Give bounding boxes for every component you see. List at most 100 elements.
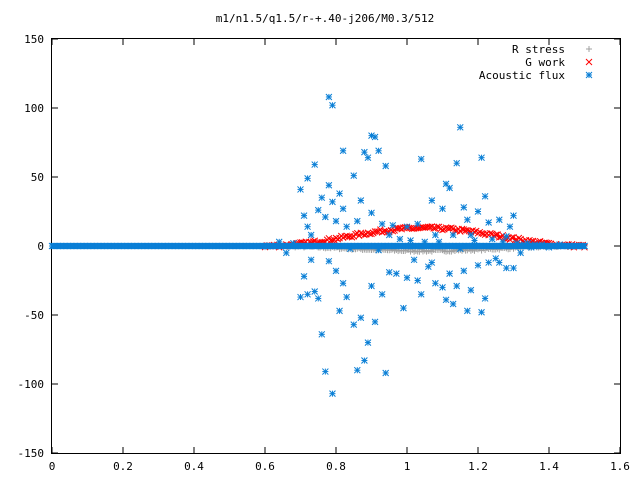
series-acoustic-flux bbox=[48, 93, 588, 398]
data-point bbox=[414, 220, 422, 228]
data-point bbox=[403, 223, 411, 231]
data-point bbox=[448, 224, 455, 232]
legend-marker bbox=[585, 71, 593, 79]
data-point bbox=[375, 246, 382, 254]
data-point bbox=[421, 238, 429, 246]
data-point bbox=[311, 288, 319, 295]
data-point bbox=[336, 307, 343, 315]
data-point bbox=[329, 390, 336, 398]
data-point bbox=[517, 249, 524, 257]
data-point bbox=[350, 172, 358, 179]
data-point bbox=[325, 181, 333, 189]
data-point bbox=[467, 231, 475, 239]
data-point bbox=[581, 242, 588, 250]
data-point bbox=[400, 304, 407, 312]
data-point bbox=[478, 154, 485, 162]
data-point bbox=[361, 357, 368, 364]
legend-marker bbox=[585, 58, 593, 66]
data-point bbox=[300, 212, 308, 219]
data-point bbox=[325, 93, 333, 101]
data-point bbox=[339, 279, 347, 287]
x-tick-label: 1 bbox=[404, 460, 411, 473]
data-point bbox=[396, 235, 404, 243]
data-point bbox=[545, 244, 553, 251]
data-point bbox=[403, 274, 411, 282]
data-point bbox=[378, 220, 386, 228]
data-point bbox=[343, 223, 351, 231]
data-point bbox=[361, 148, 368, 156]
data-point bbox=[538, 241, 546, 248]
data-point bbox=[368, 230, 375, 238]
data-point bbox=[478, 229, 485, 237]
data-point bbox=[495, 259, 503, 266]
data-point bbox=[471, 237, 478, 244]
x-tick-label: 1.2 bbox=[468, 460, 488, 473]
data-point bbox=[428, 259, 436, 266]
data-point bbox=[364, 339, 372, 346]
data-point bbox=[407, 237, 414, 244]
data-point bbox=[297, 186, 304, 193]
data-point bbox=[432, 279, 439, 287]
data-point bbox=[508, 234, 516, 241]
data-point bbox=[368, 209, 375, 217]
data-point bbox=[382, 369, 390, 377]
data-point bbox=[417, 155, 425, 163]
data-point bbox=[346, 245, 354, 253]
data-point bbox=[353, 366, 361, 374]
data-point bbox=[378, 290, 386, 298]
y-tick-label: 50 bbox=[31, 171, 44, 184]
data-point bbox=[417, 290, 425, 298]
data-point bbox=[495, 234, 503, 241]
data-point bbox=[329, 198, 336, 206]
data-point bbox=[531, 241, 539, 248]
chart-title: m1/n1.5/q1.5/r-+.40-j206/M0.3/512 bbox=[216, 12, 435, 25]
x-tick-label: 1.6 bbox=[610, 460, 630, 473]
x-tick-label: 1.4 bbox=[539, 460, 559, 473]
data-point bbox=[353, 217, 361, 225]
data-point bbox=[467, 286, 475, 294]
x-tick-label: 0.4 bbox=[184, 460, 204, 473]
data-point bbox=[460, 204, 468, 211]
data-point bbox=[556, 241, 564, 248]
data-point bbox=[375, 147, 382, 155]
legend-marker bbox=[586, 46, 592, 52]
data-point bbox=[385, 231, 393, 239]
data-point bbox=[463, 307, 471, 315]
data-point bbox=[488, 235, 496, 243]
data-point bbox=[499, 238, 507, 246]
y-tick-label: -100 bbox=[18, 378, 45, 391]
data-point bbox=[527, 244, 535, 251]
y-tick-label: 150 bbox=[24, 33, 44, 46]
data-point bbox=[453, 159, 461, 167]
data-point bbox=[339, 147, 347, 155]
data-point bbox=[329, 237, 336, 244]
data-point bbox=[373, 228, 381, 235]
data-point bbox=[481, 192, 489, 200]
data-point bbox=[314, 206, 322, 214]
data-point bbox=[513, 239, 521, 247]
data-point bbox=[357, 314, 365, 322]
data-point bbox=[446, 184, 453, 192]
y-tick-label: -50 bbox=[24, 309, 44, 322]
data-point bbox=[446, 270, 453, 277]
data-point bbox=[307, 231, 315, 239]
data-point bbox=[336, 190, 343, 197]
data-point bbox=[311, 161, 319, 168]
data-point bbox=[357, 197, 365, 204]
data-point bbox=[426, 223, 434, 231]
data-point bbox=[433, 223, 441, 231]
x-tick-label: 0.6 bbox=[255, 460, 275, 473]
data-point bbox=[456, 245, 464, 253]
data-point bbox=[371, 318, 379, 326]
data-point bbox=[339, 205, 347, 213]
data-point bbox=[361, 231, 368, 239]
data-point bbox=[297, 293, 304, 301]
data-point bbox=[325, 257, 333, 265]
data-point bbox=[300, 273, 308, 280]
data-point bbox=[485, 219, 493, 226]
data-point bbox=[456, 123, 464, 131]
data-point bbox=[432, 231, 439, 239]
data-point bbox=[458, 225, 466, 233]
